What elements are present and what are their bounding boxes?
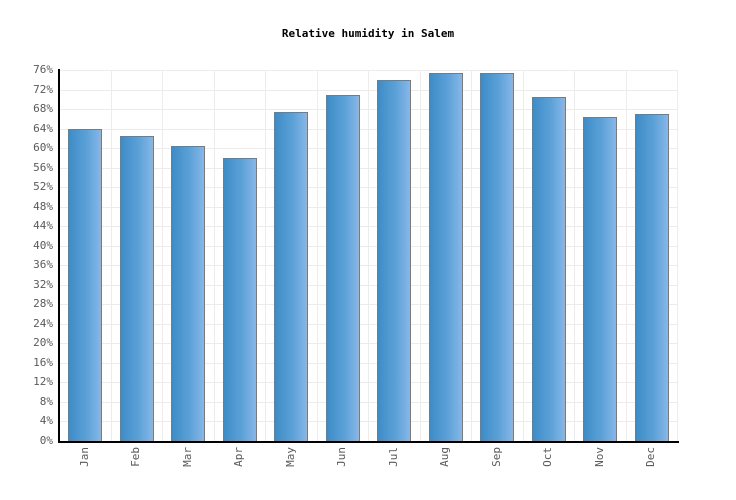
h-gridline — [60, 421, 678, 423]
x-tick-label: Dec — [644, 447, 658, 467]
plot-area — [60, 70, 678, 441]
bar-jul — [377, 80, 412, 441]
y-tick-label: 12% — [33, 375, 53, 389]
h-gridline — [60, 323, 678, 325]
y-tick-label: 16% — [33, 355, 53, 369]
x-tick-label: Nov — [592, 447, 606, 467]
h-gridline — [60, 382, 678, 384]
bar-jan — [68, 129, 103, 441]
v-gridline — [368, 70, 369, 441]
y-tick-label: 44% — [33, 219, 53, 233]
v-gridline — [110, 70, 112, 441]
bar-oct — [531, 97, 566, 441]
bar-apr — [222, 158, 257, 441]
y-tick-label: 36% — [33, 258, 53, 272]
y-tick-label: 24% — [33, 316, 53, 330]
bar-mar — [171, 146, 206, 441]
v-gridline — [213, 70, 215, 441]
y-tick-label: 68% — [33, 102, 53, 116]
v-gridline — [265, 70, 266, 441]
h-gridline — [60, 343, 678, 345]
y-tick-label: 60% — [33, 141, 53, 155]
y-tick-label: 72% — [33, 82, 53, 96]
h-gridline — [60, 187, 678, 189]
y-tick-label: 8% — [39, 394, 53, 408]
h-gridline — [60, 265, 678, 267]
h-gridline — [60, 304, 678, 306]
bar-aug — [428, 72, 463, 441]
x-tick-label: Jan — [77, 447, 91, 467]
bar-sep — [480, 72, 515, 441]
h-gridline — [60, 109, 678, 111]
x-tick-label: Jun — [335, 447, 349, 467]
h-gridline — [60, 206, 678, 208]
v-gridline — [625, 70, 627, 441]
y-tick-label: 48% — [33, 199, 53, 213]
x-tick-label: Apr — [232, 447, 246, 467]
v-gridline — [677, 70, 678, 441]
h-gridline — [60, 70, 678, 71]
x-tick-label: Sep — [489, 447, 503, 467]
h-gridline — [60, 226, 678, 228]
y-tick-label: 0% — [39, 434, 53, 447]
y-tick-label: 32% — [33, 277, 53, 291]
h-gridline — [60, 148, 678, 150]
y-tick-label: 28% — [33, 297, 53, 311]
bar-dec — [634, 114, 669, 441]
bar-feb — [119, 136, 154, 441]
x-tick-label: Feb — [129, 447, 143, 467]
bar-jun — [325, 94, 360, 441]
y-tick-label: 20% — [33, 336, 53, 350]
x-tick-label: Mar — [180, 447, 194, 467]
chart-title: Relative humidity in Salem — [281, 27, 455, 40]
y-tick-label: 64% — [33, 121, 53, 135]
h-gridline — [60, 89, 678, 91]
y-tick-label: 4% — [39, 414, 53, 428]
v-gridline — [574, 70, 575, 441]
y-axis-line — [58, 69, 60, 443]
x-tick-label: Oct — [541, 447, 555, 467]
y-tick-label: 56% — [33, 160, 53, 174]
v-gridline — [419, 70, 421, 441]
x-axis-line — [58, 441, 679, 443]
h-gridline — [60, 401, 678, 403]
v-gridline — [316, 70, 318, 441]
h-gridline — [60, 284, 678, 286]
y-tick-label: 40% — [33, 238, 53, 252]
v-gridline — [162, 70, 163, 441]
x-tick-label: Aug — [438, 447, 452, 467]
y-tick-label: 52% — [33, 180, 53, 194]
h-gridline — [60, 362, 678, 364]
y-tick-label: 76% — [33, 63, 53, 76]
h-gridline — [60, 128, 678, 130]
h-gridline — [60, 167, 678, 169]
bar-nov — [583, 116, 618, 441]
v-gridline — [471, 70, 472, 441]
h-gridline — [60, 245, 678, 247]
x-tick-label: May — [283, 447, 297, 467]
bar-may — [274, 112, 309, 441]
v-gridline — [522, 70, 524, 441]
x-tick-label: Jul — [386, 447, 400, 467]
